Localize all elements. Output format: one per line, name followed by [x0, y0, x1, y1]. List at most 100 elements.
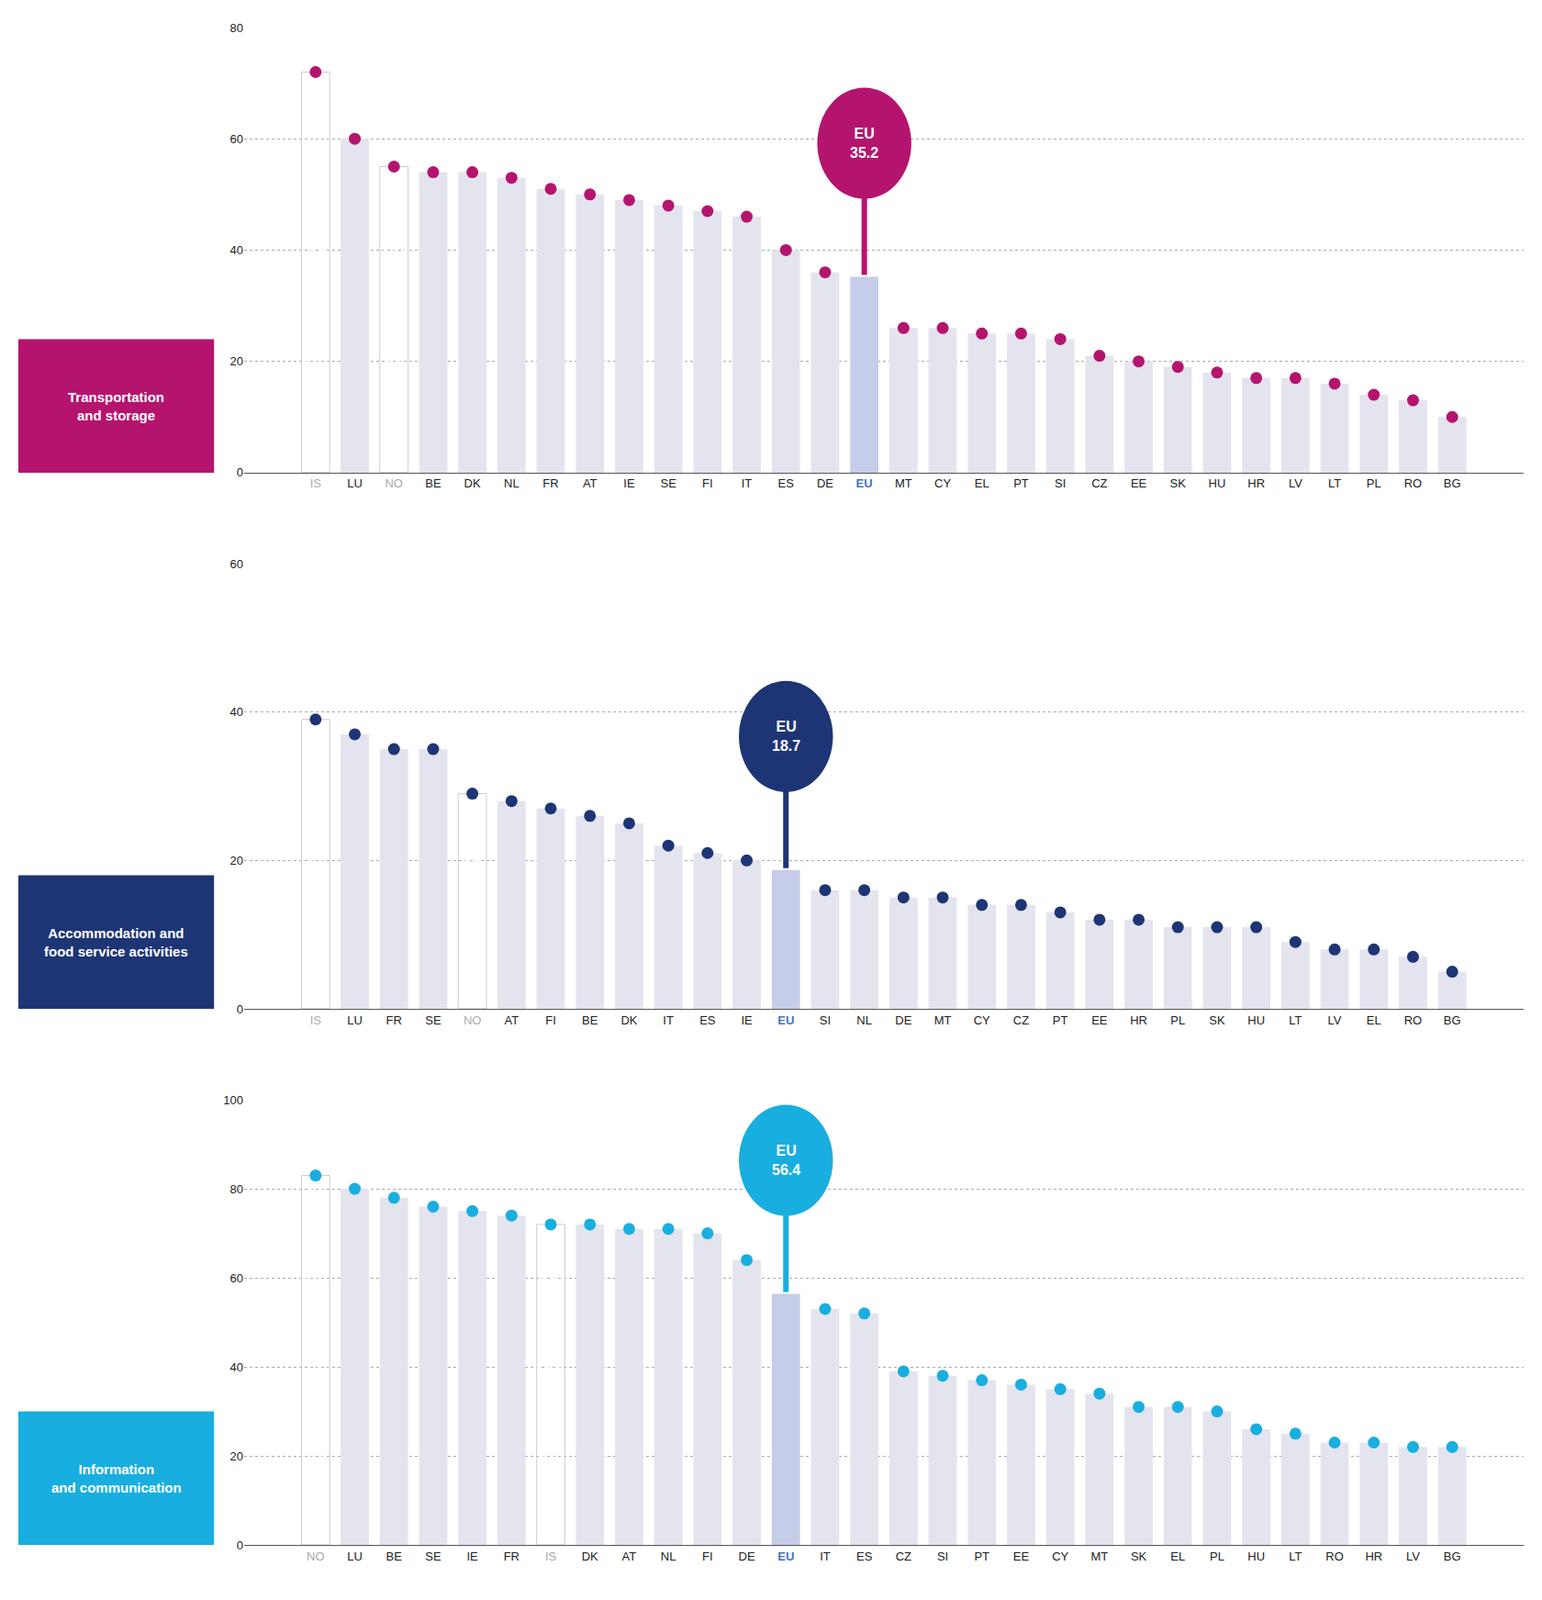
svg-text:MT: MT	[1090, 1549, 1108, 1564]
svg-text:MT: MT	[894, 476, 913, 491]
svg-text:EU56.4: EU56.4	[771, 1142, 801, 1178]
svg-text:BE: BE	[581, 1013, 599, 1028]
svg-text:SI: SI	[819, 1013, 831, 1028]
svg-text:MT: MT	[934, 1013, 952, 1028]
svg-text:AT: AT	[622, 1549, 637, 1564]
svg-text:SK: SK	[1170, 476, 1187, 491]
svg-text:NL: NL	[856, 1013, 872, 1028]
svg-text:CZ: CZ	[1091, 476, 1107, 491]
svg-text:FI: FI	[702, 476, 714, 491]
svg-text:EE: EE	[1130, 476, 1148, 491]
svg-text:DE: DE	[738, 1549, 756, 1564]
svg-text:HR: HR	[1129, 1013, 1148, 1028]
svg-text:0: 0	[236, 1538, 244, 1553]
svg-text:BG: BG	[1443, 476, 1462, 491]
svg-text:IE: IE	[466, 1549, 479, 1564]
svg-text:CZ: CZ	[1013, 1013, 1029, 1028]
svg-text:HR: HR	[1364, 1549, 1383, 1564]
svg-text:SI: SI	[937, 1549, 949, 1564]
svg-text:PT: PT	[1013, 476, 1029, 491]
svg-text:40: 40	[230, 1360, 244, 1375]
svg-text:NO: NO	[306, 1549, 325, 1564]
svg-text:IS: IS	[545, 1549, 558, 1564]
svg-text:EU: EU	[777, 1549, 794, 1564]
svg-text:PL: PL	[1209, 1549, 1225, 1564]
svg-text:IT: IT	[819, 1549, 831, 1564]
svg-text:IS: IS	[310, 1013, 323, 1028]
svg-text:60: 60	[230, 557, 244, 571]
svg-text:DK: DK	[581, 1549, 599, 1564]
svg-text:SE: SE	[424, 1013, 442, 1028]
svg-text:ES: ES	[778, 476, 795, 491]
svg-text:EU18.7: EU18.7	[771, 718, 801, 754]
svg-text:IE: IE	[623, 476, 636, 491]
svg-text:LT: LT	[1288, 1013, 1302, 1028]
svg-text:EL: EL	[1366, 1013, 1382, 1028]
svg-text:FR: FR	[386, 1013, 403, 1028]
svg-text:DE: DE	[894, 1013, 912, 1028]
svg-text:SK: SK	[1130, 1549, 1148, 1564]
svg-text:CZ: CZ	[895, 1549, 912, 1564]
svg-text:CY: CY	[1051, 1549, 1069, 1564]
svg-text:RO: RO	[1404, 1013, 1423, 1028]
svg-text:Accommodation andfood service: Accommodation andfood service activities	[44, 925, 189, 960]
svg-text:LT: LT	[1328, 476, 1341, 491]
svg-text:PT: PT	[973, 1549, 990, 1564]
svg-text:ES: ES	[856, 1549, 873, 1564]
svg-text:80: 80	[230, 21, 244, 35]
svg-text:SE: SE	[424, 1549, 442, 1564]
svg-text:IS: IS	[310, 476, 323, 491]
svg-text:EL: EL	[974, 476, 990, 491]
svg-text:EU: EU	[856, 476, 873, 491]
svg-text:60: 60	[230, 1271, 244, 1285]
svg-text:0: 0	[236, 465, 244, 480]
svg-text:EE: EE	[1013, 1549, 1030, 1564]
svg-text:60: 60	[230, 132, 244, 146]
svg-text:ES: ES	[699, 1013, 716, 1028]
svg-text:PL: PL	[1170, 1013, 1185, 1028]
svg-text:BE: BE	[424, 476, 442, 491]
svg-text:RO: RO	[1404, 476, 1423, 491]
svg-text:Informationand communication: Informationand communication	[51, 1461, 182, 1496]
svg-text:AT: AT	[504, 1013, 520, 1028]
svg-text:LV: LV	[1328, 1013, 1342, 1028]
svg-text:80: 80	[230, 1182, 244, 1196]
svg-text:CY: CY	[973, 1013, 991, 1028]
svg-text:EE: EE	[1091, 1013, 1108, 1028]
svg-text:FI: FI	[545, 1013, 557, 1028]
svg-text:NO: NO	[384, 476, 403, 491]
svg-text:LV: LV	[1288, 476, 1303, 491]
svg-text:LV: LV	[1406, 1549, 1420, 1564]
svg-text:SE: SE	[659, 476, 677, 491]
svg-text:Transportationand storage: Transportationand storage	[67, 389, 165, 424]
svg-text:BG: BG	[1443, 1549, 1462, 1564]
svg-text:LU: LU	[346, 476, 363, 491]
svg-text:HU: HU	[1247, 1013, 1265, 1028]
svg-text:HU: HU	[1247, 1549, 1265, 1564]
svg-text:FI: FI	[702, 1549, 714, 1564]
svg-text:NL: NL	[660, 1549, 677, 1564]
svg-text:PL: PL	[1366, 476, 1382, 491]
svg-text:IT: IT	[741, 476, 753, 491]
svg-text:LT: LT	[1288, 1549, 1302, 1564]
svg-text:20: 20	[230, 853, 244, 868]
svg-text:40: 40	[230, 704, 244, 719]
svg-text:RO: RO	[1325, 1549, 1344, 1564]
svg-text:SK: SK	[1208, 1013, 1226, 1028]
svg-text:EU35.2: EU35.2	[849, 125, 879, 161]
svg-text:DK: DK	[620, 1013, 637, 1028]
svg-text:NO: NO	[463, 1013, 482, 1028]
svg-text:IE: IE	[740, 1013, 753, 1028]
svg-text:DK: DK	[464, 476, 481, 491]
svg-text:SI: SI	[1054, 476, 1066, 491]
svg-text:PT: PT	[1052, 1013, 1069, 1028]
svg-text:EU: EU	[777, 1013, 794, 1028]
svg-text:40: 40	[230, 243, 244, 257]
svg-text:IT: IT	[662, 1013, 674, 1028]
svg-text:DE: DE	[816, 476, 834, 491]
svg-text:EL: EL	[1170, 1549, 1185, 1564]
svg-text:20: 20	[230, 1449, 244, 1464]
svg-text:AT: AT	[582, 476, 598, 491]
svg-text:NL: NL	[503, 476, 520, 491]
svg-text:BE: BE	[386, 1549, 403, 1564]
